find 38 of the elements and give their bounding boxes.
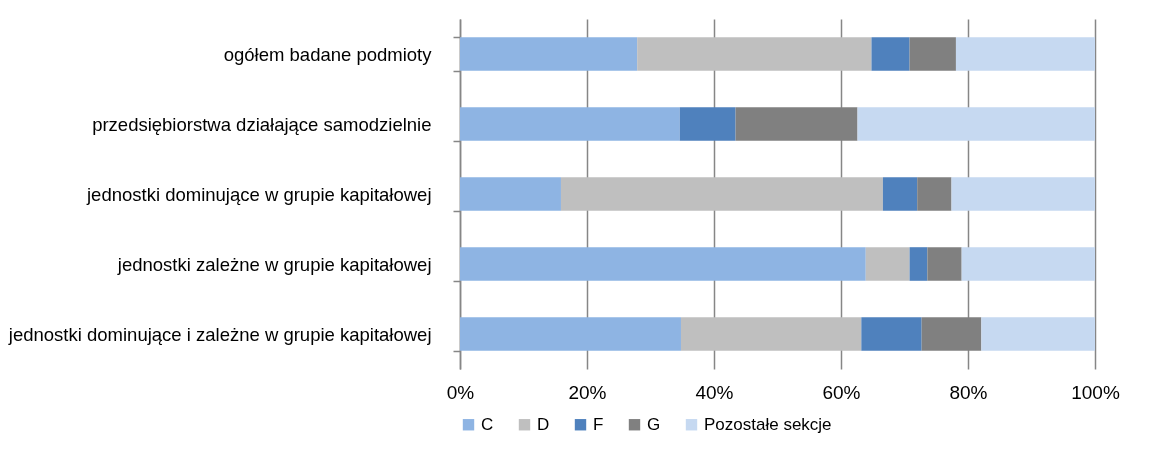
x-tick-label: 20% (568, 381, 607, 403)
legend-label: G (647, 414, 661, 434)
x-tick-label: 0% (446, 381, 475, 403)
bar (961, 247, 1095, 281)
bar (871, 37, 910, 71)
x-tick-label: 80% (949, 381, 988, 403)
bar (460, 37, 638, 71)
bar (955, 37, 1095, 71)
y-tick-label: jednostki dominujące i zależne w grupie kapitałowej (7, 323, 432, 345)
bar (460, 107, 680, 141)
legend-label: F (593, 414, 604, 434)
bar (951, 177, 1095, 211)
bar (909, 247, 928, 281)
bar (680, 317, 862, 351)
bar (679, 107, 736, 141)
x-tick-label: 100% (1071, 381, 1120, 403)
bar (865, 247, 910, 281)
bar (460, 247, 866, 281)
bar (909, 37, 956, 71)
legend-label: C (481, 414, 494, 434)
bar (460, 317, 681, 351)
bar (560, 177, 883, 211)
bar (917, 177, 952, 211)
x-tick-label: 60% (822, 381, 861, 403)
y-tick-label: jednostki zależne w grupie kapitałowej (116, 253, 432, 275)
legend-label: D (537, 414, 550, 434)
bar (882, 177, 918, 211)
bar (981, 317, 1095, 351)
y-tick-label: jednostki dominujące w grupie kapitałowej (86, 183, 432, 205)
bar (857, 107, 1095, 141)
legend-label: Pozostałe sekcje (704, 414, 832, 434)
x-tick-label: 40% (695, 381, 734, 403)
bar (927, 247, 962, 281)
bar (460, 177, 561, 211)
y-tick-label: ogółem badane podmioty (223, 43, 433, 65)
bar (637, 37, 872, 71)
bar (861, 317, 922, 351)
y-tick-label: przedsiębiorstwa działające samodzielnie (92, 113, 432, 135)
